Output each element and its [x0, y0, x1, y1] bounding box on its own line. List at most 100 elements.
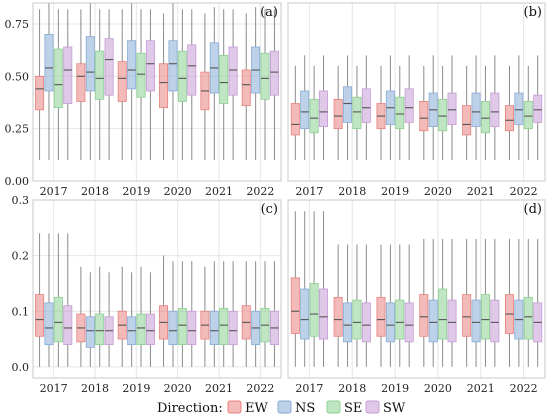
box-NS-2018 — [85, 3, 95, 161]
box-iqr — [136, 52, 146, 98]
x-tick-label: 2021 — [467, 185, 495, 198]
box-SE-2020 — [438, 65, 448, 161]
box-EW-2017 — [290, 211, 300, 367]
box-SE-2019 — [136, 9, 146, 161]
box-SW-2022 — [533, 55, 543, 161]
box-iqr — [241, 69, 251, 107]
legend: Direction: EW NS SE SW — [157, 400, 406, 416]
box-SE-2020 — [438, 238, 448, 367]
box-iqr — [471, 299, 481, 343]
box-iqr — [361, 88, 371, 123]
panel-frame — [287, 199, 546, 379]
box-NS-2018 — [343, 244, 353, 367]
box-SW-2022 — [269, 9, 279, 161]
x-tick-label: 2017 — [295, 185, 323, 198]
box-NS-2021 — [209, 261, 219, 367]
box-EW-2019 — [376, 65, 386, 161]
box-SE-2017 — [309, 65, 319, 161]
box-EW-2021 — [200, 13, 210, 161]
box-SE-2021 — [480, 65, 490, 161]
box-SE-2020 — [177, 261, 187, 367]
x-tick-label: 2019 — [122, 382, 150, 395]
box-SE-2017 — [53, 9, 63, 161]
legend-title: Direction: — [157, 401, 223, 416]
panel-frame — [32, 2, 282, 182]
box-SE-2022 — [260, 261, 270, 367]
box-iqr — [404, 88, 414, 123]
box-NS-2020 — [428, 55, 438, 161]
box-iqr — [504, 105, 514, 132]
box-SW-2020 — [187, 261, 197, 367]
box-iqr — [85, 36, 95, 92]
x-tick-label: 2021 — [205, 185, 233, 198]
panel-b: 2017 2018 2019 2020 2021 2022 (b) — [287, 2, 546, 198]
box-SE-2022 — [260, 9, 270, 161]
panel-c: 2017 2018 2019 2020 2021 2022 0.0 0.1 0.2 0.3 (c) — [12, 194, 282, 395]
x-tick-label: 2018 — [338, 382, 366, 395]
panel-label: (b) — [524, 5, 542, 20]
box-SE-2022 — [523, 238, 533, 367]
legend-label-ew: EW — [245, 401, 268, 416]
box-iqr — [333, 296, 343, 337]
box-EW-2017 — [35, 233, 45, 367]
x-tick-label: 2020 — [164, 185, 192, 198]
box-SW-2017 — [319, 211, 329, 367]
box-iqr — [168, 40, 178, 92]
x-tick-label: 2020 — [164, 382, 192, 395]
panel-label: (d) — [524, 202, 542, 217]
box-SW-2021 — [228, 261, 238, 367]
box-iqr — [290, 103, 300, 136]
box-iqr — [228, 310, 238, 346]
box-SW-2022 — [533, 238, 543, 367]
box-iqr — [177, 50, 187, 102]
legend-swatch-sw — [365, 400, 380, 414]
box-iqr — [361, 302, 371, 343]
x-tick-label: 2021 — [467, 382, 495, 395]
box-SW-2017 — [63, 233, 73, 367]
box-SW-2019 — [404, 55, 414, 161]
box-SW-2017 — [319, 55, 329, 161]
panel-a: 2017 2018 2019 2020 2021 2022 0.00 0.25 0.50 0.75… — [5, 2, 282, 198]
box-SW-2019 — [145, 272, 155, 367]
box-EW-2020 — [159, 255, 169, 367]
legend-label-sw: SW — [383, 401, 406, 416]
box-SE-2018 — [352, 244, 362, 367]
x-tick-label: 2020 — [424, 382, 452, 395]
box-NS-2022 — [251, 7, 261, 161]
box-SW-2018 — [104, 272, 114, 367]
box-NS-2019 — [127, 272, 137, 367]
box-SE-2018 — [95, 9, 105, 161]
panel-label: (a) — [260, 5, 278, 20]
box-SE-2017 — [309, 211, 319, 367]
box-iqr — [480, 294, 490, 340]
box-EW-2020 — [159, 13, 169, 161]
box-EW-2022 — [504, 238, 514, 367]
box-iqr — [438, 288, 448, 340]
box-iqr — [95, 50, 105, 100]
box-iqr — [523, 296, 533, 340]
x-tick-label: 2017 — [40, 382, 68, 395]
box-EW-2019 — [376, 244, 386, 367]
box-iqr — [490, 299, 500, 343]
box-EW-2018 — [76, 266, 86, 367]
x-tick-label: 2022 — [246, 382, 274, 395]
y-tick-label: 0.0 — [12, 361, 30, 374]
box-iqr — [290, 277, 300, 334]
box-SE-2022 — [523, 65, 533, 161]
box-iqr — [104, 38, 114, 96]
box-iqr — [117, 61, 127, 102]
box-iqr — [219, 54, 229, 104]
y-tick-label: 0.1 — [12, 305, 30, 318]
y-tick-label: 0.75 — [5, 18, 30, 31]
box-SE-2020 — [177, 9, 187, 161]
box-EW-2020 — [419, 65, 429, 161]
box-NS-2020 — [168, 261, 178, 367]
box-EW-2022 — [241, 13, 251, 161]
box-EW-2019 — [117, 266, 127, 367]
box-NS-2017 — [300, 55, 310, 161]
box-iqr — [480, 101, 490, 134]
box-iqr — [471, 92, 481, 127]
box-SE-2018 — [95, 266, 105, 367]
box-iqr — [438, 98, 448, 132]
box-iqr — [127, 40, 137, 90]
